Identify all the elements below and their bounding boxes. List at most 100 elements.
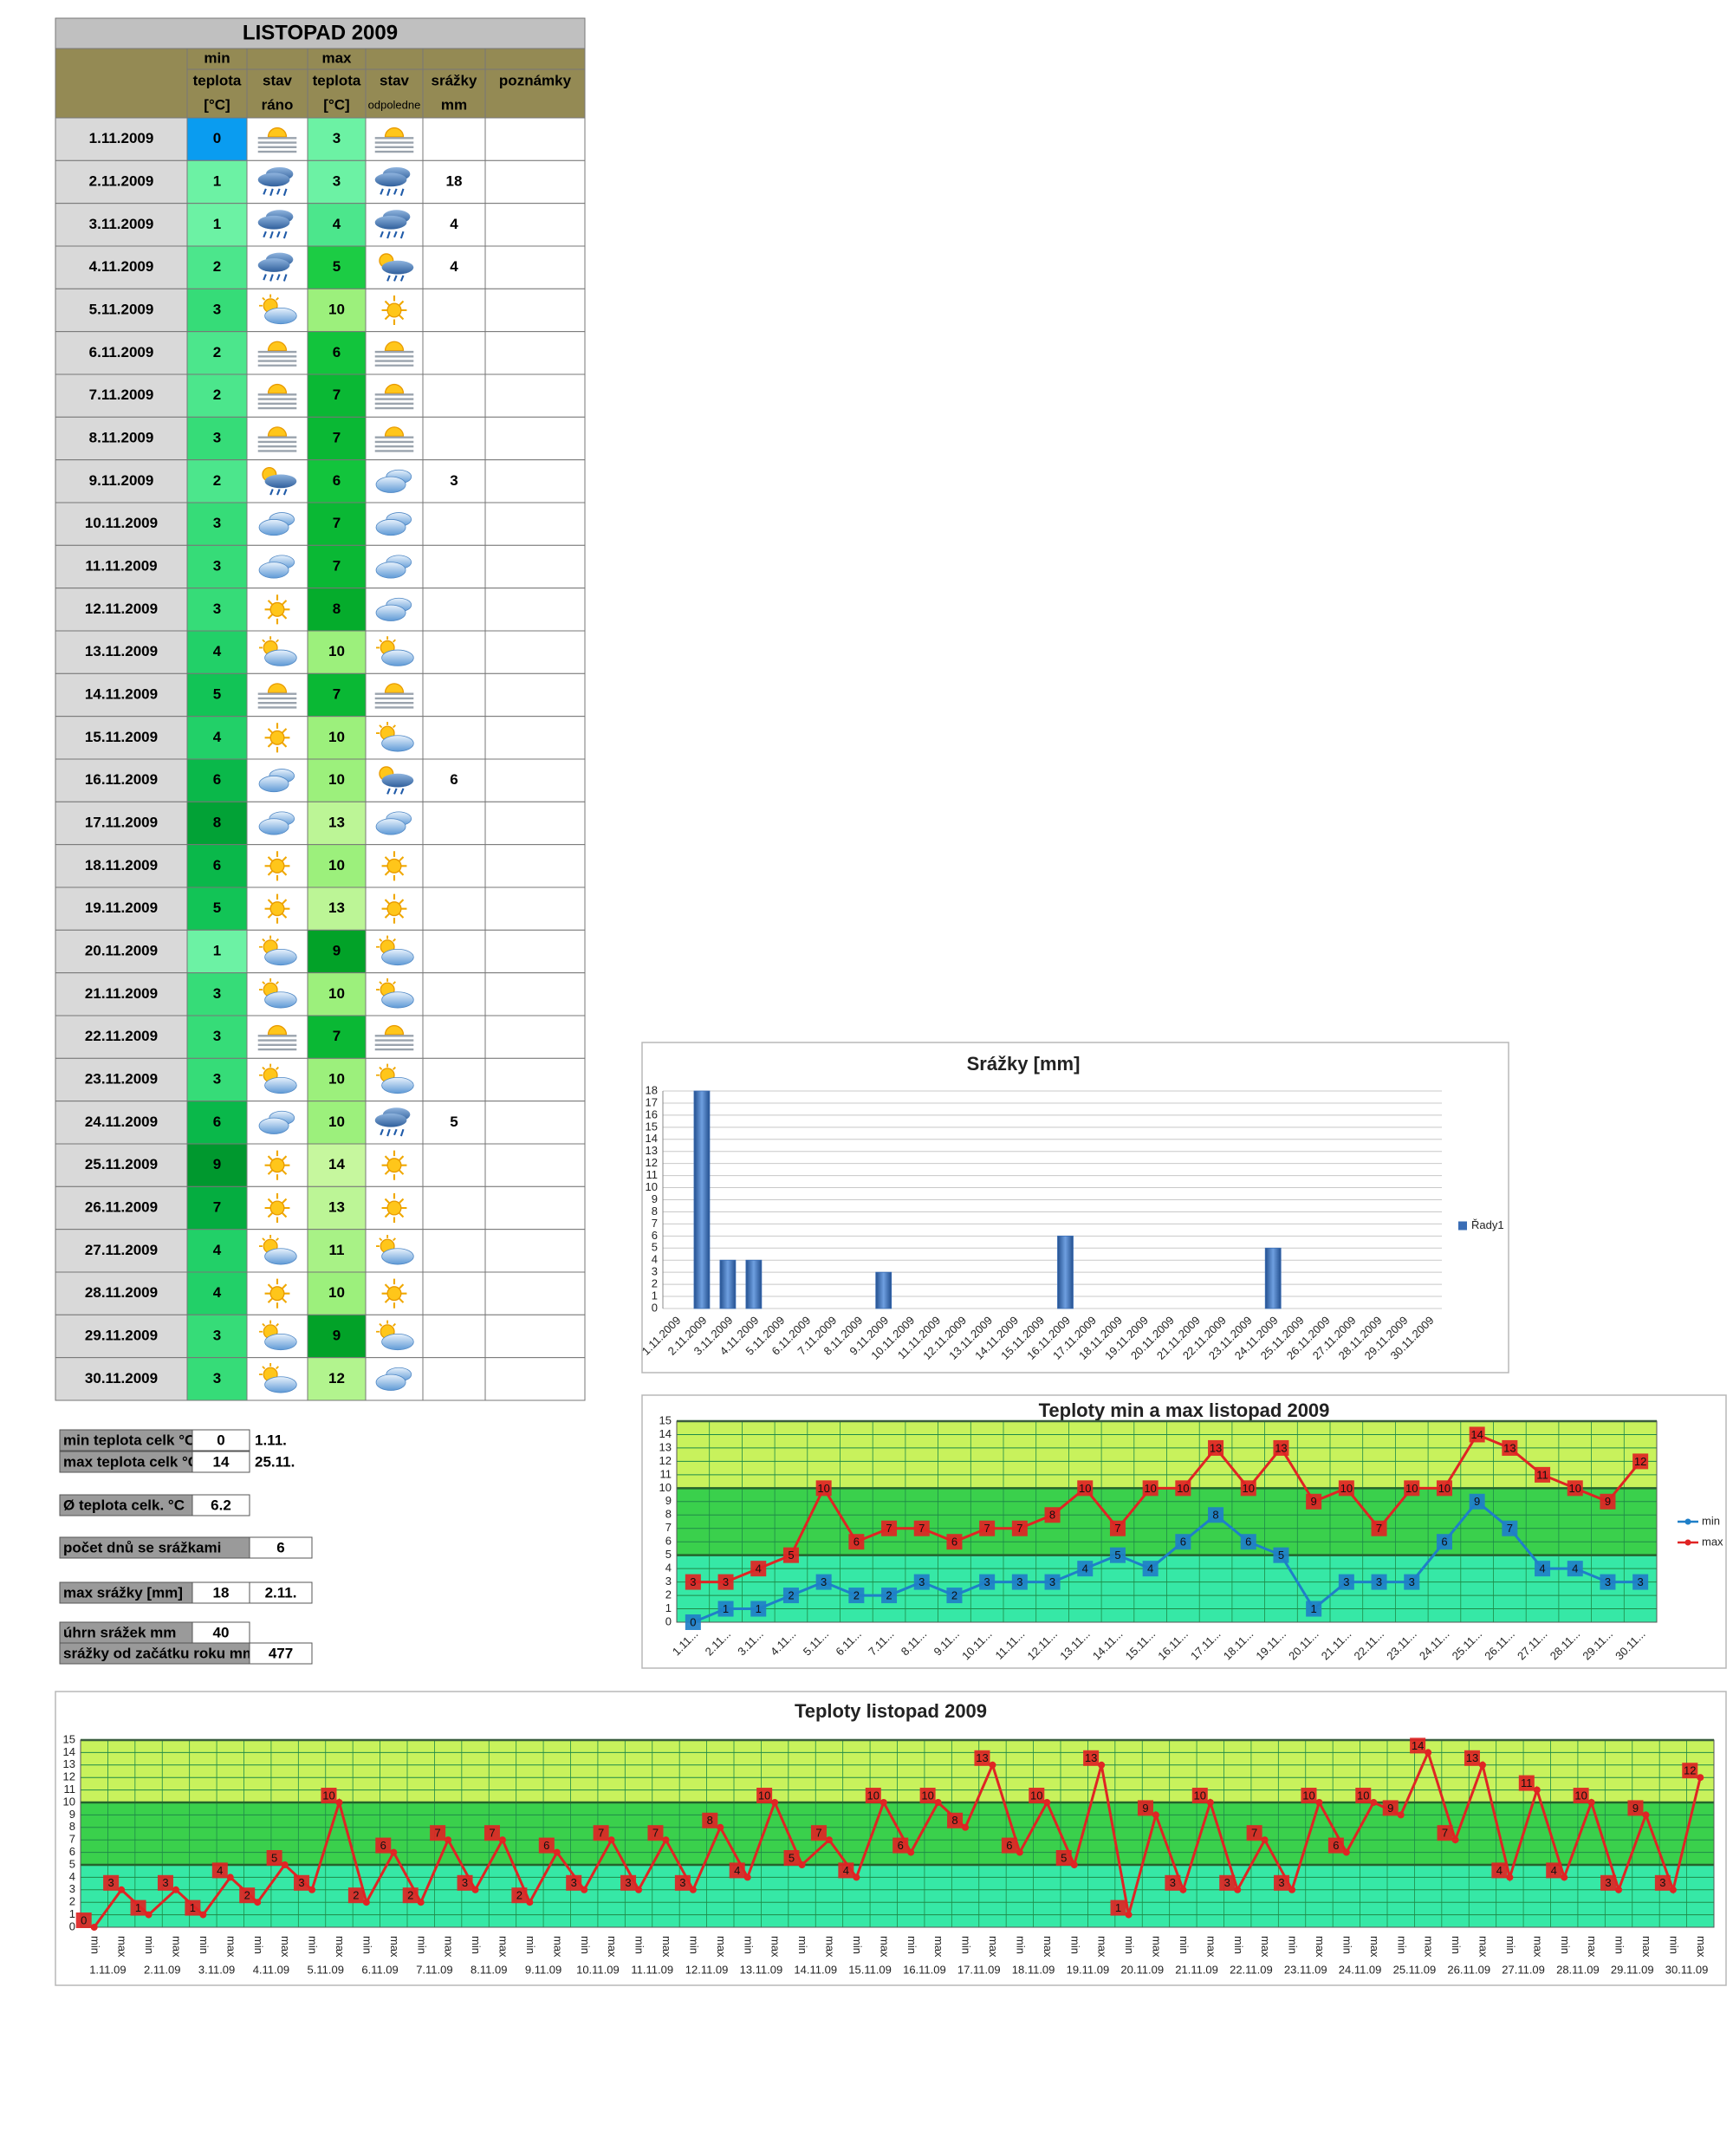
table-cell: [307, 203, 367, 247]
table-cell: [186, 972, 248, 1016]
table-cell: [422, 1357, 486, 1401]
data-label-box: [1382, 1800, 1399, 1816]
point: [1561, 1874, 1568, 1881]
group-label: 6.11.09: [361, 1963, 398, 1976]
max-cell: 3: [333, 172, 341, 189]
data-label: 10: [1438, 1482, 1451, 1495]
x-tick-label: min: [1068, 1936, 1081, 1954]
table-cell: [246, 672, 308, 718]
data-label: 3: [108, 1876, 114, 1889]
data-label-box: [717, 1601, 734, 1617]
data-label-box: [347, 1887, 364, 1904]
data-label: 10: [1030, 1789, 1042, 1802]
data-label: 8: [951, 1814, 957, 1827]
data-label: 3: [984, 1575, 990, 1588]
group-label: 29.11.09: [1611, 1963, 1654, 1976]
y-tick-label: 8: [665, 1508, 672, 1521]
point: [1397, 1811, 1405, 1819]
data-label: 10: [1574, 1789, 1587, 1802]
date-cell: 1.11.2009: [89, 130, 154, 146]
table-cell: [186, 1143, 248, 1187]
data-label: 0: [690, 1615, 696, 1628]
max-cell: 8: [333, 601, 341, 617]
min-cell: 3: [213, 1070, 221, 1087]
data-label-box: [881, 1588, 898, 1604]
x-tick-label: min: [960, 1936, 973, 1954]
data-label-box: [239, 1887, 256, 1904]
data-label-box: [1600, 1874, 1617, 1891]
data-label: 7: [435, 1827, 441, 1840]
table-cell: [422, 459, 486, 503]
min-cell: 3: [213, 429, 221, 445]
data-label-box: [1627, 1800, 1644, 1816]
summary-value-cell: [191, 1581, 250, 1604]
data-label: 3: [1638, 1575, 1644, 1588]
x-tick-label: min: [1667, 1936, 1680, 1954]
y-tick-label: 14: [646, 1132, 658, 1145]
data-label-box: [103, 1874, 120, 1891]
data-label: 7: [815, 1827, 821, 1840]
data-label: 4: [734, 1864, 740, 1877]
summary-label-cell: [59, 1451, 193, 1473]
summary-label: max srážky [mm]: [63, 1584, 183, 1601]
data-label-box: [566, 1874, 582, 1891]
table-cell: [422, 1143, 486, 1187]
y-tick-label: 2: [69, 1895, 75, 1908]
point: [417, 1899, 425, 1906]
data-label: 2: [516, 1889, 522, 1902]
y-tick-label: 1: [69, 1907, 75, 1920]
table-cell: [186, 1357, 248, 1401]
data-label: 10: [817, 1482, 829, 1495]
max-cell: 10: [328, 857, 345, 873]
data-label-box: [1535, 1466, 1551, 1483]
table-cell: [422, 716, 486, 760]
data-label: 5: [271, 1851, 277, 1864]
data-label: 6: [380, 1839, 386, 1852]
data-label: 3: [1409, 1575, 1415, 1588]
table-cell: [484, 1143, 586, 1187]
data-label: 3: [918, 1575, 925, 1588]
table-cell: [484, 716, 586, 760]
y-tick-label: 5: [652, 1241, 658, 1254]
x-tick-label: min: [1395, 1936, 1408, 1954]
table-cell: [422, 886, 486, 931]
data-label-box: [620, 1874, 637, 1891]
data-label: 8: [1212, 1509, 1218, 1522]
table-cell: [55, 1101, 188, 1145]
data-label: 7: [1442, 1827, 1448, 1840]
table-cell: [484, 416, 586, 461]
y-tick-label: 15: [646, 1120, 658, 1133]
date-cell: 3.11.2009: [89, 216, 154, 232]
point: [1179, 1886, 1187, 1893]
data-label: 3: [1343, 1575, 1349, 1588]
y-tick-label: 14: [659, 1427, 672, 1440]
point: [1016, 1848, 1023, 1856]
max-cell: 6: [333, 472, 341, 489]
x-tick-label: max: [1259, 1936, 1272, 1958]
data-label: 3: [162, 1876, 168, 1889]
table-cell: [422, 630, 486, 674]
data-label-box: [729, 1862, 745, 1879]
data-label-box: [1355, 1788, 1372, 1803]
table-cell: [365, 117, 424, 161]
y-tick-label: 0: [652, 1301, 658, 1314]
data-label: 7: [984, 1522, 990, 1535]
point: [962, 1823, 970, 1831]
date-cell: 2.11.2009: [89, 172, 154, 189]
data-label-box: [1682, 1763, 1698, 1779]
point: [1478, 1761, 1486, 1769]
table-cell: [422, 544, 486, 589]
point: [1615, 1886, 1623, 1893]
data-label-box: [484, 1825, 500, 1841]
table-cell: [422, 1271, 486, 1315]
data-label-box: [810, 1825, 827, 1841]
point: [907, 1848, 915, 1856]
table-cell: [307, 1357, 367, 1401]
data-label-box: [1518, 1775, 1535, 1791]
summary-value-cell: [191, 1429, 250, 1451]
data-label-box: [1077, 1480, 1094, 1497]
table-cell: [55, 203, 188, 247]
table-cell: [422, 758, 486, 802]
data-label-box: [1142, 1480, 1159, 1497]
date-cell: 6.11.2009: [89, 344, 154, 360]
